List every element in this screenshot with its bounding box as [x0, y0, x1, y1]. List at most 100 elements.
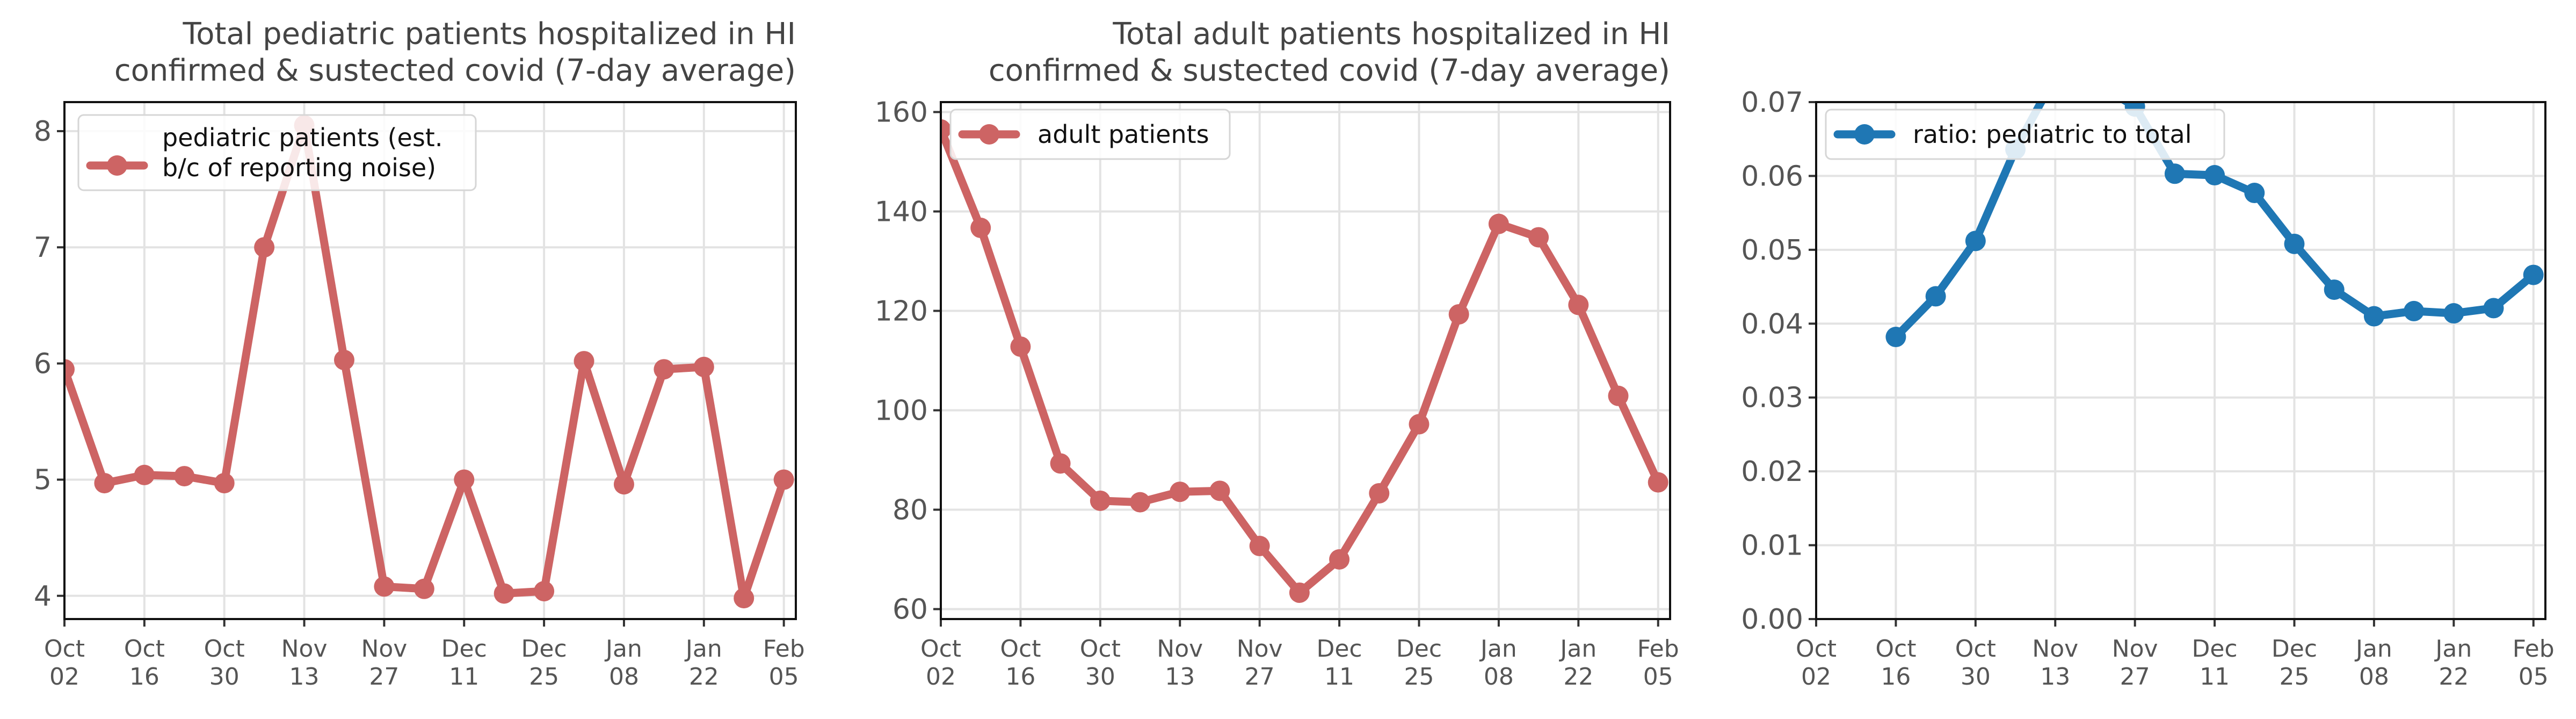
data-point	[2483, 298, 2504, 319]
data-point	[2164, 163, 2185, 184]
data-point	[1409, 414, 1430, 435]
x-tick-label-month: Feb	[763, 635, 805, 663]
x-tick-label-day: 08	[1484, 663, 1514, 691]
x-tick-label-month: Nov	[1237, 635, 1283, 663]
x-tick-label-day: 25	[2279, 663, 2309, 691]
panel-pediatric-patients: 45678Oct02Oct16Oct30Nov13Nov27Dec11Dec25…	[34, 17, 805, 691]
panel-adult-patients: 6080100120140160Oct02Oct16Oct30Nov13Nov2…	[875, 17, 1679, 691]
x-tick-label-month: Oct	[1796, 635, 1837, 663]
legend-marker	[979, 124, 999, 145]
x-tick-label-month: Jan	[2354, 635, 2392, 663]
chart-title-line: Total pediatric patients hospitalized in…	[183, 17, 796, 52]
y-tick-label: 140	[875, 196, 928, 228]
x-tick-label-month: Dec	[521, 635, 567, 663]
x-tick-label-day: 30	[1961, 663, 1991, 691]
data-point	[254, 237, 275, 258]
x-tick-label-day: 02	[926, 663, 956, 691]
data-point	[970, 218, 991, 239]
y-tick-label: 0.07	[1741, 87, 1803, 119]
legend-box	[949, 109, 1231, 160]
data-point	[2284, 233, 2305, 254]
legend-label: pediatric patients (est.	[162, 123, 442, 152]
data-point	[1488, 213, 1509, 234]
x-tick-label-day: 27	[2120, 663, 2150, 691]
panel-pediatric-ratio: 0.000.010.020.030.040.050.060.07Oct02Oct…	[1741, 87, 2555, 691]
data-point	[494, 583, 514, 604]
x-tick-label-day: 22	[1563, 663, 1593, 691]
series-line	[64, 121, 788, 602]
x-tick-label-month: Oct	[1875, 635, 1916, 663]
data-point	[1050, 453, 1071, 474]
x-tick-label-month: Nov	[2112, 635, 2158, 663]
x-tick-label-day: 16	[1881, 663, 1911, 691]
x-tick-label-day: 22	[2439, 663, 2469, 691]
data-point	[734, 588, 754, 609]
chart-title-line: confirmed & sustected covid (7-day avera…	[114, 53, 796, 88]
data-point	[2204, 165, 2225, 186]
legend-box	[77, 114, 477, 191]
x-tick-label-day: 13	[2040, 663, 2070, 691]
x-tick-label-day: 05	[769, 663, 799, 691]
y-tick-label: 0.04	[1741, 308, 1803, 340]
data-point	[413, 578, 434, 599]
legend-label: b/c of reporting noise)	[162, 153, 436, 182]
y-tick-label: 0.05	[1741, 234, 1803, 267]
x-tick-label-day: 02	[1801, 663, 1831, 691]
x-tick-label-day: 08	[609, 663, 639, 691]
data-point	[1965, 231, 1986, 251]
series-0	[941, 119, 1668, 603]
data-point	[2523, 264, 2544, 285]
x-tick-label-month: Dec	[1396, 635, 1442, 663]
data-point	[214, 473, 235, 494]
x-tick-label-day: 08	[2359, 663, 2389, 691]
x-tick-label-month: Nov	[1157, 635, 1203, 663]
chart-title-line: Total adult patients hospitalized in HI	[1112, 17, 1670, 52]
data-point	[2244, 183, 2265, 204]
y-tick-label: 80	[892, 494, 928, 527]
y-tick-label: 0.03	[1741, 382, 1803, 414]
data-point	[134, 464, 155, 485]
data-point	[1369, 483, 1390, 504]
data-point	[1925, 286, 1946, 307]
data-point	[1329, 549, 1350, 570]
data-point	[1249, 536, 1270, 557]
legend-box	[1825, 109, 2225, 160]
y-tick-label: 100	[875, 395, 928, 427]
series-line	[941, 125, 1663, 597]
y-tick-label: 120	[875, 296, 928, 328]
x-tick-label-day: 25	[1404, 663, 1434, 691]
data-point	[1130, 492, 1151, 513]
y-tick-label: 0.01	[1741, 530, 1803, 562]
data-point	[2363, 306, 2384, 327]
x-tick-label-day: 27	[369, 663, 399, 691]
x-tick-label-month: Jan	[684, 635, 722, 663]
x-tick-label-month: Jan	[2434, 635, 2472, 663]
x-tick-label-month: Oct	[1080, 635, 1121, 663]
x-tick-label-day: 13	[1165, 663, 1195, 691]
y-tick-label: 60	[892, 594, 928, 626]
x-tick-label-month: Nov	[361, 635, 407, 663]
x-tick-label-day: 13	[289, 663, 320, 691]
x-tick-label-day: 30	[209, 663, 240, 691]
axes-frame	[1815, 101, 2546, 620]
x-tick-label-month: Feb	[2513, 635, 2555, 663]
series-0	[64, 115, 794, 609]
data-point	[1568, 294, 1589, 315]
y-tick-label: 160	[875, 97, 928, 129]
y-tick-label: 7	[34, 232, 52, 264]
y-tick-label: 6	[34, 348, 52, 380]
y-tick-label: 0.06	[1741, 160, 1803, 192]
data-point	[941, 119, 951, 140]
data-point	[1648, 472, 1668, 493]
data-point	[1209, 480, 1230, 501]
x-tick-label-day: 16	[1005, 663, 1035, 691]
x-tick-label-month: Feb	[1637, 635, 1679, 663]
x-tick-label-month: Oct	[124, 635, 165, 663]
data-point	[1528, 227, 1549, 248]
y-tick-label: 0.02	[1741, 456, 1803, 488]
x-tick-label-day: 11	[449, 663, 479, 691]
data-point	[1608, 385, 1629, 406]
data-point	[693, 356, 714, 377]
x-tick-label-day: 05	[2519, 663, 2549, 691]
data-point	[1885, 327, 1906, 348]
